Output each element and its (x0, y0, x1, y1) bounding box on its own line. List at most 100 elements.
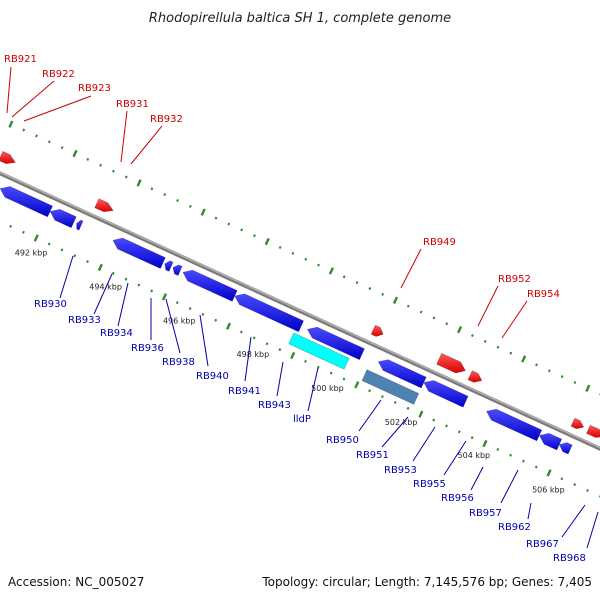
tick-mark (150, 187, 154, 191)
tick-mark (176, 198, 179, 203)
reverse-gene-arrow (49, 208, 77, 229)
tick-mark (47, 242, 51, 246)
tick-mark (496, 447, 500, 451)
bottom-gene-label: RB943 (258, 400, 291, 411)
tick-mark (406, 406, 410, 410)
forward-gene-arrow (94, 198, 114, 213)
tick-mark (392, 296, 399, 304)
tick-mark (585, 384, 591, 393)
tick-mark (393, 400, 397, 404)
label-leader-line (120, 110, 128, 163)
label-leader-line (501, 300, 528, 339)
tick-mark (22, 128, 26, 132)
tick-mark (291, 251, 295, 255)
bottom-gene-label: RB950 (326, 435, 359, 446)
tick-mark (355, 281, 359, 285)
label-leader-line (412, 426, 436, 462)
bottom-gene-label: RB936 (131, 343, 164, 354)
tick-mark (124, 277, 128, 281)
label-leader-line (11, 80, 55, 118)
label-leader-line (527, 502, 532, 520)
tick-mark (368, 287, 372, 291)
tick-mark (573, 483, 577, 487)
tick-mark (328, 267, 334, 275)
rna-feature-box (361, 369, 420, 405)
scale-tick-label: 504 kbp (458, 451, 491, 460)
bottom-gene-label: RB955 (413, 479, 446, 490)
tick-mark (136, 179, 142, 187)
tick-mark (445, 322, 449, 326)
accession-text: Accession: NC_005027 (8, 575, 144, 589)
forward-gene-arrow (467, 370, 483, 383)
label-leader-line (477, 285, 499, 327)
bottom-gene-label: RB962 (498, 522, 531, 533)
forward-gene-arrow (370, 324, 384, 337)
tick-mark (22, 230, 25, 234)
tick-mark (304, 359, 307, 363)
tick-mark (342, 377, 346, 381)
tick-mark (317, 263, 320, 267)
tick-mark (509, 351, 513, 355)
tick-mark (381, 292, 385, 296)
bottom-gene-label: RB940 (196, 371, 229, 382)
tick-mark (586, 488, 589, 493)
scale-tick-label: 500 kbp (311, 384, 344, 393)
tick-mark (161, 293, 168, 301)
tick-mark (560, 477, 564, 481)
bottom-gene-label: RB933 (68, 315, 101, 326)
tick-mark (432, 418, 436, 422)
tick-mark (418, 410, 424, 418)
tick-mark (72, 149, 78, 158)
tick-mark (227, 222, 231, 226)
label-leader-line (470, 466, 484, 491)
tick-mark (163, 193, 167, 197)
label-leader-line (358, 399, 382, 432)
tick-mark (240, 228, 244, 232)
label-leader-line (23, 95, 92, 122)
tick-mark (432, 316, 436, 320)
top-gene-label: RB921 (4, 54, 37, 65)
reverse-gene-arrow (423, 380, 469, 408)
tick-mark (342, 275, 346, 279)
bottom-gene-label: RB968 (553, 553, 586, 564)
reverse-gene-arrow (306, 326, 365, 361)
tick-mark (60, 146, 64, 150)
top-gene-label: RB923 (78, 83, 111, 94)
tick-mark (509, 453, 513, 457)
forward-gene-arrow (570, 417, 585, 430)
tick-mark (470, 436, 474, 440)
tick-mark (265, 342, 269, 346)
tick-mark (534, 465, 538, 469)
tick-mark (200, 208, 206, 216)
reverse-gene-arrow (182, 269, 238, 302)
tick-mark (99, 163, 103, 167)
gene-features (0, 150, 600, 455)
tick-mark (201, 312, 205, 316)
tick-mark (97, 263, 103, 272)
tick-mark (278, 245, 282, 249)
tick-mark (573, 380, 577, 384)
reverse-gene-arrow (76, 219, 84, 231)
tick-mark (419, 310, 423, 314)
tick-mark (111, 271, 115, 275)
top-gene-label: RB952 (498, 274, 531, 285)
tick-mark (457, 325, 463, 334)
tick-mark (226, 322, 232, 330)
tick-mark (214, 318, 218, 322)
tick-mark (496, 345, 500, 349)
scale-tick-label: 506 kbp (532, 485, 565, 494)
tick-mark (264, 237, 270, 246)
tick-mark (35, 134, 38, 138)
tick-mark (482, 439, 488, 448)
tick-mark (329, 371, 333, 375)
label-leader-line (199, 314, 209, 367)
label-leader-line (400, 248, 422, 289)
tick-mark (316, 365, 320, 369)
tick-mark (33, 234, 39, 242)
top-gene-label: RB954 (527, 289, 560, 300)
reverse-gene-arrow (486, 408, 543, 442)
